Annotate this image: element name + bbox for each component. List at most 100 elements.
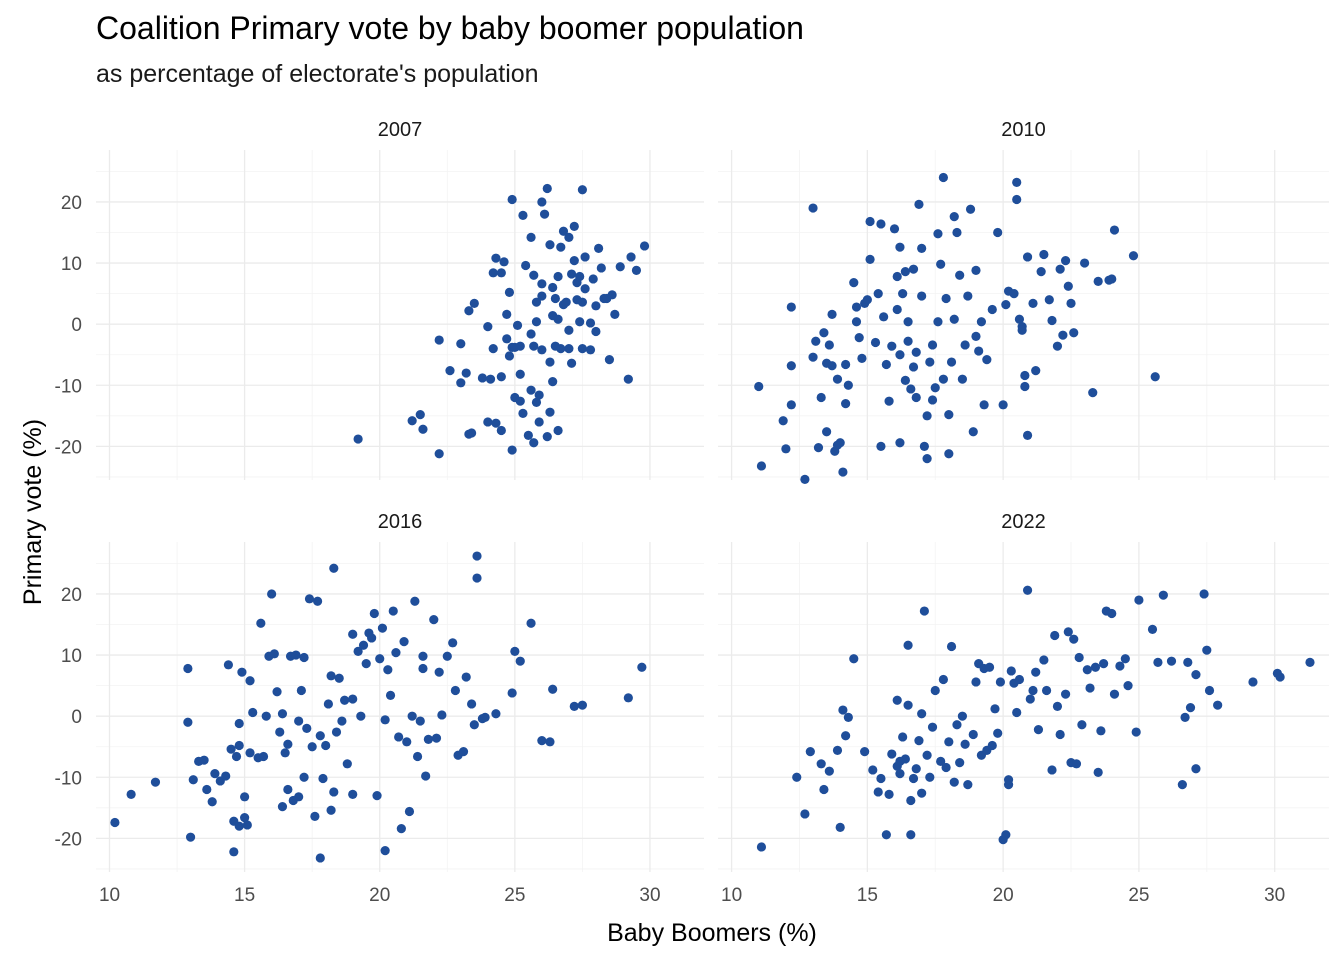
- data-point: [450, 685, 460, 696]
- data-point: [234, 740, 244, 751]
- data-point: [808, 203, 818, 213]
- data-point: [283, 784, 293, 795]
- data-point: [944, 410, 954, 420]
- data-point: [1183, 657, 1193, 667]
- data-point: [623, 374, 633, 384]
- data-point: [580, 252, 590, 262]
- data-point: [854, 333, 864, 343]
- data-point: [615, 262, 625, 272]
- data-point: [1041, 685, 1052, 696]
- data-point: [917, 788, 927, 798]
- data-point: [860, 747, 870, 757]
- data-point: [944, 737, 954, 747]
- data-point: [456, 339, 466, 349]
- data-point: [1202, 645, 1212, 655]
- data-point: [348, 629, 358, 639]
- data-point: [808, 352, 818, 362]
- data-point: [564, 344, 574, 354]
- data-point: [564, 232, 574, 242]
- data-point: [1060, 689, 1071, 699]
- data-point: [1096, 726, 1106, 736]
- data-point: [816, 759, 826, 769]
- data-point: [531, 397, 542, 407]
- data-point: [429, 615, 439, 625]
- data-point: [960, 340, 970, 350]
- data-point: [754, 381, 764, 392]
- data-point: [331, 727, 342, 737]
- data-point: [1191, 764, 1201, 774]
- data-point: [480, 712, 490, 722]
- data-point: [781, 444, 791, 454]
- data-point: [304, 594, 315, 604]
- data-point: [318, 773, 328, 784]
- data-point: [1088, 388, 1098, 398]
- data-point: [188, 775, 198, 785]
- data-point: [348, 694, 358, 704]
- data-point: [256, 618, 266, 628]
- data-point: [870, 337, 881, 348]
- data-point: [307, 742, 317, 752]
- data-point: [434, 667, 444, 677]
- data-point: [531, 297, 542, 307]
- data-point: [968, 729, 978, 740]
- data-point: [1158, 590, 1168, 600]
- data-point: [515, 396, 525, 406]
- facet-panel-2010: 2010: [718, 119, 1329, 484]
- data-point: [580, 284, 590, 294]
- data-point: [786, 302, 796, 312]
- data-point: [569, 701, 579, 711]
- data-point: [556, 344, 566, 354]
- data-point: [968, 427, 978, 437]
- data-point: [399, 637, 409, 647]
- data-point: [342, 759, 352, 769]
- data-point: [421, 771, 431, 781]
- y-axis-title: Primary vote (%): [19, 419, 47, 605]
- data-point: [388, 606, 398, 616]
- data-point: [1058, 330, 1068, 340]
- data-point: [258, 751, 269, 762]
- data-point: [1248, 677, 1258, 687]
- data-point: [971, 677, 981, 687]
- facet-label-2016: 2016: [378, 511, 423, 533]
- data-point: [1077, 720, 1087, 730]
- data-point: [756, 461, 767, 471]
- data-point: [1050, 630, 1060, 641]
- data-point: [545, 357, 555, 367]
- data-point: [974, 346, 984, 356]
- data-point: [1020, 370, 1030, 381]
- data-point: [1066, 298, 1076, 308]
- data-point: [299, 652, 309, 663]
- data-point: [1153, 657, 1163, 667]
- data-point: [456, 378, 466, 388]
- data-point: [887, 341, 897, 351]
- data-point: [510, 646, 520, 656]
- data-point: [946, 357, 957, 367]
- y-tick-label: -20: [55, 829, 82, 850]
- data-point: [955, 758, 965, 768]
- data-point: [957, 711, 968, 721]
- data-point: [1031, 667, 1041, 677]
- data-point: [626, 252, 636, 262]
- data-point: [1131, 727, 1141, 737]
- data-point: [911, 764, 921, 774]
- data-point: [922, 454, 932, 464]
- data-point: [604, 355, 615, 365]
- data-point: [542, 183, 552, 194]
- data-point: [906, 384, 916, 394]
- data-point: [946, 641, 957, 652]
- data-point: [302, 723, 312, 733]
- data-point: [800, 809, 810, 819]
- data-point: [467, 699, 477, 709]
- data-point: [1107, 608, 1117, 619]
- data-point: [805, 747, 815, 757]
- data-point: [537, 279, 547, 289]
- data-point: [1060, 256, 1071, 266]
- data-point: [1022, 585, 1033, 595]
- data-point: [348, 789, 358, 799]
- data-point: [1093, 276, 1103, 286]
- data-point: [442, 651, 452, 661]
- data-point: [488, 268, 498, 278]
- data-point: [472, 551, 482, 561]
- data-point: [1022, 430, 1033, 440]
